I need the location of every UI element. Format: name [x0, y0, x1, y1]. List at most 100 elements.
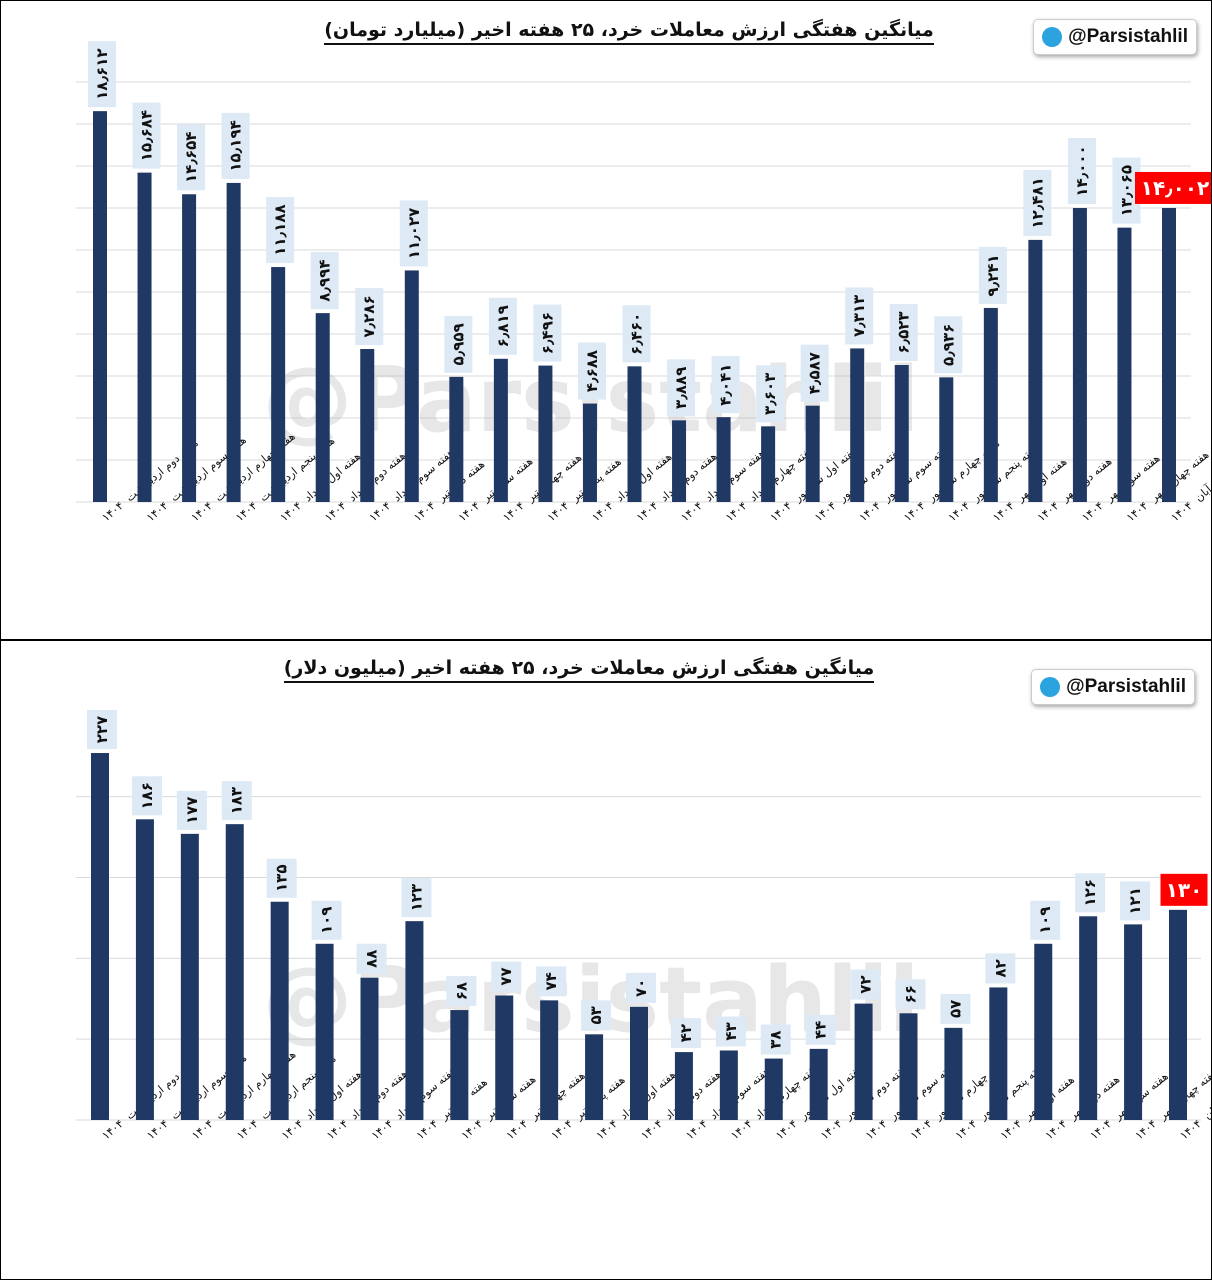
data-label-bg-highlight	[1135, 171, 1211, 204]
data-label: ۱۱٫۱۸۸	[271, 204, 289, 255]
bar	[271, 267, 286, 502]
bar	[672, 420, 687, 502]
bar	[495, 995, 514, 1120]
data-label-bg	[132, 102, 161, 169]
data-label-bg	[1023, 169, 1052, 236]
bar	[538, 365, 553, 502]
bar	[674, 1052, 693, 1120]
data-label-bg	[581, 1000, 612, 1031]
telegram-handle: @Parsistahlil	[1068, 26, 1188, 47]
data-label: ۵٫۹۵۹	[449, 323, 467, 365]
data-label: ۳٫۶۰۳	[761, 373, 779, 415]
data-label-bg	[87, 710, 117, 750]
data-label: ۶٫۸۱۹	[494, 305, 512, 347]
data-label: ۱۵٫۶۸۴	[138, 110, 156, 161]
data-label-bg	[355, 287, 384, 345]
data-label: ۸۲	[991, 959, 1009, 977]
data-label: ۴۲	[677, 1024, 695, 1042]
data-label-bg	[221, 112, 250, 179]
data-label-bg	[850, 969, 881, 1000]
bar	[315, 313, 330, 502]
data-label: ۸٫۹۹۴	[316, 260, 334, 302]
telegram-handle: @Parsistahlil	[1066, 676, 1186, 697]
data-label: ۴٫۶۸۸	[583, 350, 601, 392]
data-label: ۷٫۲۸۶	[360, 295, 378, 337]
bar	[854, 1003, 873, 1120]
data-label: ۱۴٫۰۰۲	[1141, 176, 1210, 200]
data-label: ۴٫۰۴۱	[717, 364, 735, 406]
bar	[983, 307, 998, 502]
data-label: ۷۰	[632, 979, 650, 997]
data-label-bg	[176, 790, 207, 830]
bar	[761, 426, 776, 502]
bar	[360, 977, 379, 1120]
data-label-bg	[985, 953, 1016, 984]
data-label-bg	[889, 304, 918, 362]
data-label: ۱۳۰	[1166, 878, 1203, 902]
data-label-bg	[399, 200, 428, 267]
data-label-bg	[177, 124, 206, 191]
chart-title: میانگین هفتگی ارزش معاملات خرد، ۲۵ هفته …	[0, 657, 1207, 683]
bar	[1034, 943, 1053, 1120]
data-label: ۷۲	[857, 975, 875, 993]
bar	[805, 405, 820, 502]
bar	[716, 417, 731, 502]
bar	[627, 366, 642, 502]
bar	[91, 753, 109, 1120]
data-label: ۱۰۹	[318, 907, 336, 934]
telegram-badge[interactable]: @Parsistahlil	[1031, 669, 1195, 705]
data-label-bg	[622, 305, 651, 363]
data-label-bg	[800, 344, 829, 402]
chart-title-text: میانگین هفتگی ارزش معاملات خرد، ۲۵ هفته …	[283, 657, 875, 683]
data-label: ۱۲۶	[1081, 879, 1099, 906]
bar	[719, 1050, 738, 1120]
data-label-bg	[221, 781, 252, 821]
bar	[1117, 227, 1132, 502]
data-label-bg	[533, 304, 562, 362]
bar	[764, 1058, 783, 1120]
data-label-bg	[756, 365, 785, 423]
data-label-bg	[1075, 873, 1106, 913]
data-label-bg	[760, 1024, 791, 1055]
data-label: ۴۳	[722, 1022, 740, 1040]
data-label: ۱۷۷	[183, 797, 201, 824]
data-label-bg	[444, 315, 473, 373]
data-label: ۸۸	[363, 950, 381, 968]
data-label: ۵۷	[946, 1000, 964, 1018]
bar	[1028, 239, 1043, 503]
data-label: ۱۲٫۴۸۱	[1028, 177, 1046, 228]
bar	[180, 833, 199, 1120]
data-label-bg	[356, 943, 387, 974]
data-label-bg	[446, 976, 477, 1007]
chart-panel-billion-toman: @Parsistahlil ۱۸٫۶۱۲ هفته دوم اردیبهشت ۱۴۰…	[0, 0, 1212, 640]
bar	[894, 365, 909, 502]
bar	[405, 921, 424, 1120]
bar	[899, 1013, 918, 1120]
data-label-bg	[667, 359, 696, 417]
bar	[1169, 909, 1187, 1120]
data-label-bg	[715, 1016, 746, 1047]
data-label: ۶٫۵۲۳	[895, 311, 913, 353]
data-label-bg	[805, 1014, 836, 1045]
data-label-bg	[845, 287, 874, 345]
data-label: ۱۵٫۱۹۴	[227, 120, 245, 171]
telegram-badge[interactable]: @Parsistahlil	[1033, 19, 1197, 55]
data-label: ۱۸٫۶۱۲	[93, 48, 111, 99]
chart-title-text: میانگین هفتگی ارزش معاملات خرد، ۲۵ هفته …	[324, 19, 934, 45]
bar	[1162, 207, 1176, 502]
bar	[939, 377, 954, 502]
data-label-bg	[895, 979, 926, 1010]
data-label: ۱۸۳	[228, 787, 246, 814]
data-label-bg	[88, 41, 116, 108]
data-label: ۵٫۹۳۶	[939, 324, 957, 366]
bar	[93, 111, 107, 502]
data-label-bg	[488, 297, 517, 355]
data-label: ۷۷	[497, 967, 515, 985]
bar	[493, 358, 508, 502]
data-label-bg	[266, 858, 297, 898]
data-label: ۳٫۸۸۹	[672, 367, 690, 409]
bar	[585, 1034, 604, 1120]
bar	[449, 376, 464, 502]
bar	[582, 403, 597, 502]
